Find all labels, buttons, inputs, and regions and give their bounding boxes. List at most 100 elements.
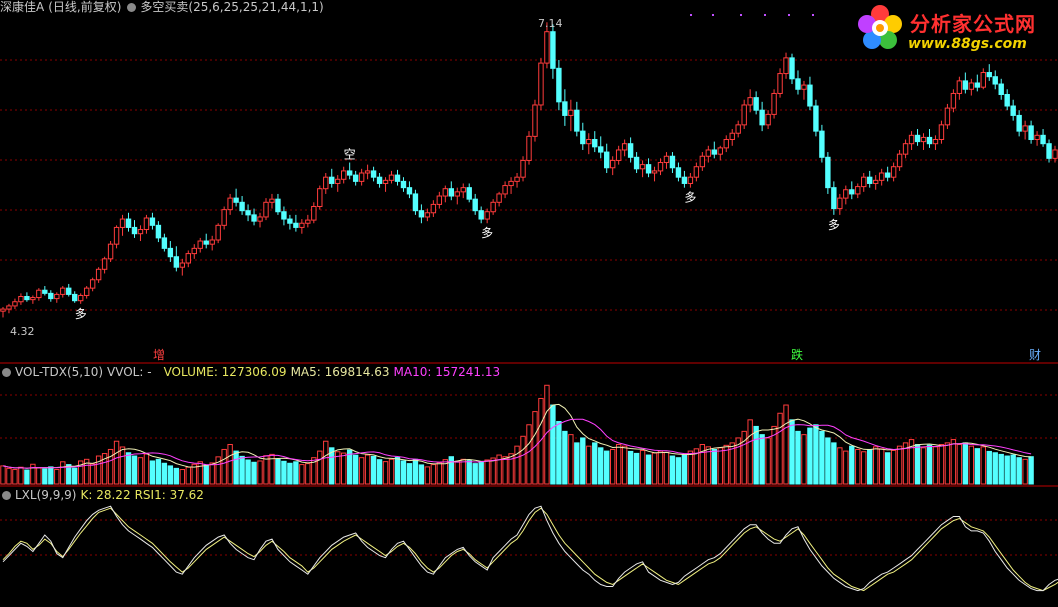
candle-body — [633, 156, 640, 170]
candle-body — [335, 178, 341, 184]
candle-body — [825, 156, 831, 189]
candle-body — [454, 191, 460, 197]
candle-body — [986, 72, 992, 78]
candle-body — [878, 172, 885, 181]
candle-body — [789, 57, 795, 80]
volume-bar — [556, 420, 562, 485]
volume-bar — [12, 469, 18, 485]
event-marker-increase[interactable]: 增 — [152, 348, 166, 362]
volume-bar — [167, 465, 174, 485]
candle-body — [657, 162, 664, 172]
candle-body — [167, 247, 174, 258]
site-logo: 分析家公式网 www.88gs.com — [852, 0, 1052, 56]
candle-body — [598, 146, 604, 153]
volume-bar — [502, 456, 508, 485]
candle-body — [562, 101, 568, 116]
volume-bar — [598, 447, 604, 485]
volume-bar — [424, 466, 431, 485]
candle-body — [161, 237, 168, 249]
settings-circle-icon[interactable] — [127, 3, 137, 12]
flower-logo-icon — [858, 5, 902, 49]
candle-body — [287, 218, 293, 224]
volume-bar — [586, 445, 592, 485]
volume-bar — [1004, 455, 1010, 485]
volume-bar — [639, 449, 646, 485]
logo-url[interactable]: www.88gs.com — [908, 36, 1027, 52]
volume-bar — [1028, 456, 1034, 485]
candle-body — [974, 82, 981, 88]
candle-body — [639, 164, 646, 170]
volume-bar — [107, 448, 114, 485]
candle-body — [227, 197, 233, 211]
buy-signal-label: 多 — [828, 218, 840, 232]
volume-bar — [89, 463, 96, 485]
volume-bar — [801, 434, 807, 485]
candle-body — [926, 136, 933, 145]
volume-bar — [681, 454, 688, 485]
vvol-label: VVOL: - — [107, 365, 152, 379]
event-marker-finance[interactable]: 财 — [1028, 348, 1042, 362]
volume-bar — [42, 468, 48, 485]
vol-indicator-name[interactable]: VOL-TDX(5,10) — [15, 365, 104, 379]
candlestick-series — [0, 22, 1058, 318]
candle-body — [299, 222, 305, 228]
candle-body — [807, 84, 813, 107]
volume-bar — [872, 446, 879, 485]
candle-body — [66, 287, 72, 295]
volume-bar — [878, 448, 885, 485]
lxl-indicator-name[interactable]: LXL(9,9,9) — [15, 488, 77, 502]
volume-bar — [311, 457, 317, 485]
volume-bar — [72, 467, 78, 485]
candle-body — [77, 294, 84, 302]
volume-bar — [496, 454, 502, 485]
ma5-value: MA5: 169814.63 — [290, 365, 390, 379]
volume-bar — [442, 459, 449, 485]
candle-body — [197, 240, 203, 249]
candle-body — [699, 155, 706, 168]
settings-circle-icon[interactable] — [2, 368, 11, 377]
event-marker-drop[interactable]: 跌 — [790, 348, 804, 362]
candle-body — [532, 104, 538, 137]
candle-body — [448, 188, 454, 197]
candle-body — [681, 176, 688, 184]
volume-bar — [568, 434, 574, 485]
candle-body — [514, 176, 520, 182]
volume-bar — [400, 460, 407, 485]
volume-bar — [66, 464, 72, 485]
volume-bar — [466, 460, 472, 485]
volume-bar — [382, 461, 389, 485]
candle-body — [406, 187, 413, 195]
settings-circle-icon[interactable] — [2, 491, 11, 500]
candle-body — [1028, 125, 1034, 141]
volume-bar — [233, 450, 239, 485]
volume-bar — [968, 445, 975, 485]
candle-body — [747, 97, 753, 106]
indicator-name[interactable]: 多空买卖(25,6,25,25,21,44,1,1) — [140, 0, 324, 14]
candle-body — [215, 224, 221, 241]
candle-body — [460, 187, 466, 193]
volume-bar — [855, 448, 861, 485]
volume-bar — [203, 464, 209, 485]
candle-body — [729, 132, 735, 141]
candle-body — [149, 217, 156, 226]
volume-bar — [131, 455, 138, 485]
volume-bar — [161, 462, 168, 485]
candle-body — [388, 174, 395, 181]
lxl-lines — [2, 505, 1058, 592]
volume-bar — [101, 453, 108, 485]
candle-body — [317, 188, 323, 207]
volume-bar — [1016, 457, 1022, 485]
candle-body — [346, 170, 353, 176]
candle-body — [125, 218, 132, 228]
volume-bar — [60, 461, 66, 485]
volume-bar — [293, 461, 299, 485]
candle-body — [394, 174, 401, 182]
candle-body — [1010, 105, 1016, 116]
volume-bar — [705, 446, 712, 485]
volume-bar — [992, 452, 998, 485]
volume-bar — [926, 444, 933, 485]
event-label: 跌 — [791, 348, 804, 362]
candle-body — [574, 109, 580, 132]
candle-body — [849, 189, 855, 195]
